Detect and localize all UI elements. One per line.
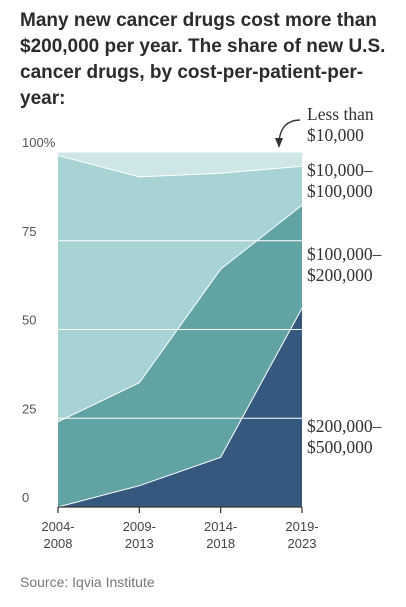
source-note: Source: Iqvia Institute	[20, 574, 155, 590]
title-line-2: $200,000 per year. The share of new U.S.	[20, 36, 386, 57]
series-boundary-line	[57, 155, 303, 178]
x-tick-label: 2014-2018	[204, 519, 237, 551]
area-200-000-500-000	[58, 308, 302, 507]
area-100-000-200-000	[58, 205, 302, 507]
gridline-layer	[18, 151, 302, 508]
y-tick-label: 75	[22, 224, 36, 239]
y-tick-labels: 0 25 50 75 100%	[22, 135, 56, 505]
series-boundary-line	[57, 204, 303, 423]
series-label: $10,000– $100,000	[307, 160, 373, 201]
series-label: $200,000– $500,000	[307, 416, 382, 457]
chart-title: Many new cancer drugs cost more than $20…	[20, 8, 398, 112]
y-tick-label: 100%	[22, 135, 56, 150]
x-tick-label: 2009-2013	[123, 519, 156, 551]
y-tick-label: 50	[22, 313, 36, 328]
x-tick-label: 2019-2023	[285, 519, 318, 551]
x-tick-labels: 2004-2008 2009-2013 2014-2018 2019-2023	[41, 507, 319, 551]
pointer-arrowhead	[275, 138, 283, 148]
y-tick-label: 25	[22, 401, 36, 416]
area-layer	[57, 152, 303, 508]
area-10-000-100-000	[58, 155, 302, 422]
title-line-1: Many new cancer drugs cost more than	[20, 10, 377, 31]
series-boundary-line	[57, 307, 303, 508]
y-tick-label: 0	[22, 490, 29, 505]
series-label: $100,000– $200,000	[307, 244, 382, 285]
area-less-than-10-000	[58, 152, 302, 177]
x-tick-label: 2004-2008	[41, 519, 74, 551]
series-label: Less than $10,000	[307, 104, 374, 145]
title-line-3: cancer drugs, by cost-per-patient-per-ye…	[20, 62, 364, 109]
series-labels: $200,000– $500,000 $100,000– $200,000 $10,00…	[307, 104, 382, 457]
